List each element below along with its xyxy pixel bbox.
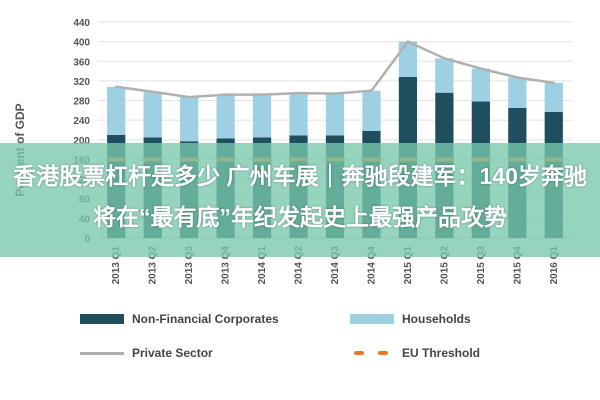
bar-households-6 — [325, 93, 345, 136]
legend-swatch-corporates — [80, 314, 124, 324]
point-private-9 — [443, 57, 446, 60]
y-tick-280: 280 — [73, 97, 90, 108]
y-tick-440: 440 — [73, 18, 90, 29]
legend-label-households: Households — [402, 312, 471, 326]
x-tick-1: 2013 Q2 — [148, 246, 159, 285]
point-private-5 — [297, 91, 300, 95]
legend-item-private: Private Sector — [80, 346, 213, 360]
point-private-8 — [406, 40, 410, 43]
bar-households-4 — [252, 94, 272, 138]
x-tick-8: 2015 Q1 — [403, 246, 414, 285]
point-private-7 — [370, 89, 373, 92]
legend-swatch-households — [350, 314, 394, 324]
point-private-12 — [552, 81, 555, 85]
legend-swatch-private — [80, 351, 124, 355]
bar-households-7 — [362, 90, 381, 131]
x-tick-3: 2013 Q4 — [221, 246, 232, 285]
bar-households-2 — [180, 97, 199, 142]
bar-households-3 — [216, 94, 235, 139]
bar-households-11 — [508, 77, 527, 108]
point-private-3 — [224, 93, 227, 96]
x-tick-12: 2016 Q1 — [549, 246, 560, 285]
y-tick-360: 360 — [73, 57, 90, 68]
legend-item-corporates: Non-Financial Corporates — [80, 312, 279, 326]
point-private-10 — [479, 67, 483, 70]
bar-households-10 — [471, 68, 490, 102]
bar-households-0 — [107, 86, 126, 135]
legend-swatch-threshold — [350, 348, 394, 358]
x-tick-7: 2014 Q4 — [366, 246, 377, 285]
point-private-2 — [187, 95, 191, 99]
x-tick-0: 2013 Q1 — [111, 246, 122, 285]
x-tick-11: 2015 Q4 — [512, 246, 523, 285]
x-tick-10: 2015 Q3 — [476, 246, 487, 285]
news-banner[interactable]: 香港股票杠杆是多少 广州车展｜奔驰段建军：140岁奔驰将在“最有底”年纪发起史上… — [0, 143, 600, 257]
y-tick-240: 240 — [73, 116, 90, 127]
y-tick-320: 320 — [73, 77, 90, 88]
x-tick-6: 2014 Q3 — [330, 246, 341, 285]
y-tick-400: 400 — [73, 38, 90, 49]
x-tick-9: 2015 Q2 — [439, 246, 450, 285]
point-private-6 — [333, 92, 337, 95]
bar-households-12 — [544, 82, 563, 112]
bar-households-1 — [143, 91, 162, 138]
legend-label-threshold: EU Threshold — [402, 346, 481, 360]
legend-label-corporates: Non-Financial Corporates — [132, 312, 279, 326]
y-tick-200: 200 — [73, 136, 90, 147]
legend-label-private: Private Sector — [132, 346, 213, 360]
point-private-11 — [516, 76, 519, 79]
news-banner-text[interactable]: 香港股票杠杆是多少 广州车展｜奔驰段建军：140岁奔驰将在“最有底”年纪发起史上… — [13, 163, 587, 230]
legend-dash-2 — [378, 351, 388, 355]
x-tick-5: 2014 Q2 — [294, 246, 305, 285]
bar-households-8 — [398, 41, 418, 77]
point-private-1 — [151, 90, 154, 93]
legend-dash-1 — [354, 351, 364, 355]
point-private-4 — [260, 93, 264, 96]
point-private-0 — [115, 85, 118, 89]
legend-item-households: Households — [350, 312, 471, 326]
x-tick-2: 2013 Q3 — [184, 246, 195, 285]
x-tick-4: 2014 Q1 — [257, 246, 268, 285]
legend-item-threshold: EU Threshold — [350, 346, 480, 360]
bar-households-5 — [289, 93, 308, 136]
x-axis-ticks: 2013 Q1 2013 Q2 2013 Q3 2013 Q4 2014 Q1 2014 … — [111, 246, 560, 285]
bar-households-9 — [435, 58, 454, 93]
